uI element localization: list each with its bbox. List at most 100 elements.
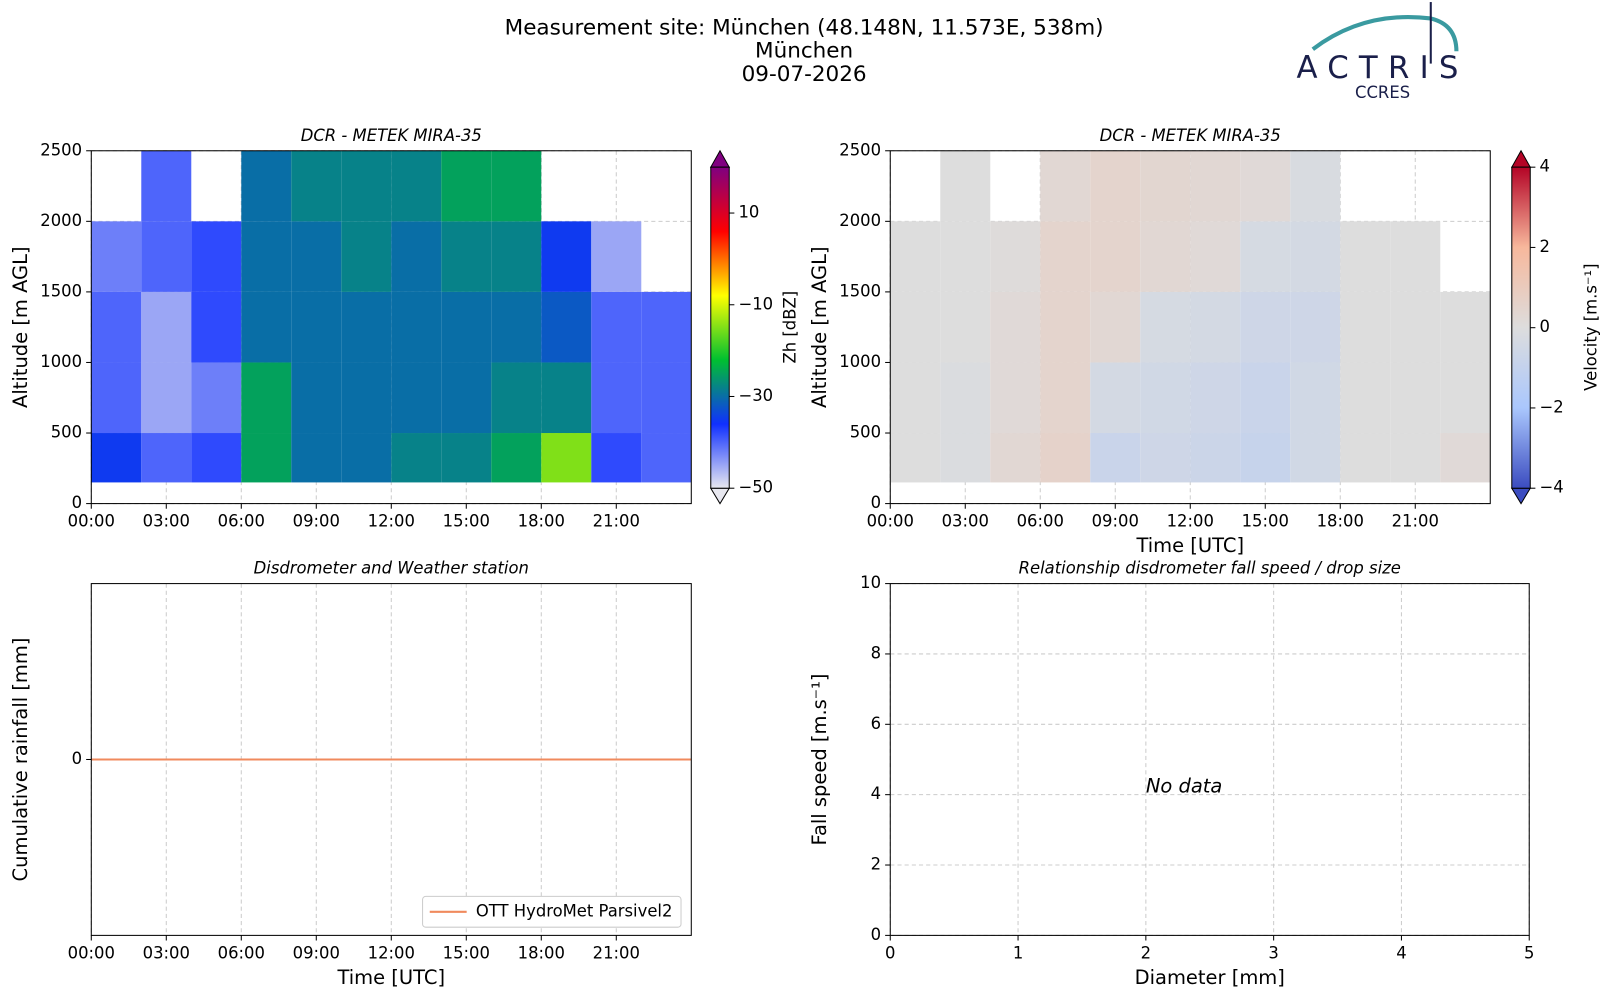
heat-cell xyxy=(1040,221,1091,292)
heat-cell xyxy=(1090,291,1141,363)
heat-cell xyxy=(1340,291,1391,363)
heat-cell xyxy=(1340,433,1391,483)
y-tick-label: 0 xyxy=(72,749,82,768)
x-tick-label: 21:00 xyxy=(593,943,640,962)
colorbar-tick-label: 4 xyxy=(1539,157,1549,176)
x-tick-label: 12:00 xyxy=(368,943,415,962)
x-axis-label: Time [UTC] xyxy=(336,966,445,989)
y-tick-label: 0 xyxy=(871,493,881,512)
colorbar-tick-label: 2 xyxy=(1539,237,1549,256)
y-axis-label: Cumulative rainfall [mm] xyxy=(9,638,32,882)
x-tick-label: 4 xyxy=(1396,943,1406,962)
x-tick-label: 12:00 xyxy=(1167,512,1214,531)
heat-cell xyxy=(1090,433,1141,483)
heat-cell xyxy=(1040,291,1091,363)
heat-cell xyxy=(291,221,342,292)
heat-cell xyxy=(641,362,692,434)
heat-cell xyxy=(641,291,692,363)
heat-cell xyxy=(1290,291,1341,363)
heat-cell xyxy=(541,433,592,483)
heat-cell xyxy=(1340,362,1391,434)
y-tick-label: 4 xyxy=(871,784,881,803)
heat-cell xyxy=(1440,291,1491,363)
heat-cell xyxy=(890,433,941,483)
heat-cell xyxy=(1190,433,1241,483)
colorbar-tick-label: −30 xyxy=(738,386,773,405)
x-tick-label: 1 xyxy=(1013,943,1023,962)
heat-cell xyxy=(191,291,242,363)
heat-cell xyxy=(1040,362,1091,434)
heat-cell xyxy=(441,291,492,363)
heat-cell xyxy=(940,150,991,222)
x-tick-label: 5 xyxy=(1524,943,1534,962)
heat-cell xyxy=(1140,150,1191,222)
heat-cell xyxy=(291,150,342,222)
y-tick-label: 500 xyxy=(850,423,881,442)
heat-cell xyxy=(241,221,292,292)
heat-cell xyxy=(1140,221,1191,292)
heat-cell xyxy=(391,150,442,222)
heat-cell xyxy=(1190,362,1241,434)
x-axis-label: Diameter [mm] xyxy=(1135,966,1285,989)
heat-cell xyxy=(890,291,941,363)
heat-cell xyxy=(191,433,242,483)
y-tick-label: 6 xyxy=(871,714,881,733)
heat-cell xyxy=(541,362,592,434)
colorbar-label: Velocity [m.s⁻¹] xyxy=(1581,263,1600,390)
panel-title: Disdrometer and Weather station xyxy=(254,559,529,578)
heat-cell xyxy=(191,221,242,292)
heat-cell xyxy=(141,291,192,363)
colorbar-tick-label: 0 xyxy=(1539,317,1549,336)
x-tick-label: 15:00 xyxy=(443,943,490,962)
colorbar-extend-bottom xyxy=(1510,487,1532,505)
colorbar xyxy=(710,166,730,489)
panel: 00:00 03:00 06:00 09:00 12:00 15:00 18:00 21:00… xyxy=(808,126,1600,557)
heat-cell xyxy=(141,150,192,222)
panel: 00:00 03:00 06:00 09:00 12:00 15:00 18:00 21:00… xyxy=(9,559,692,989)
heat-cell xyxy=(341,362,392,434)
y-tick-label: 2500 xyxy=(40,140,82,159)
heat-cell xyxy=(141,221,192,292)
y-tick-label: 2000 xyxy=(839,211,881,230)
heat-cell xyxy=(491,433,542,483)
x-tick-label: 09:00 xyxy=(293,512,340,531)
x-tick-label: 12:00 xyxy=(368,512,415,531)
y-tick-label: 2500 xyxy=(839,140,881,159)
x-tick-label: 15:00 xyxy=(1242,512,1289,531)
x-tick-label: 09:00 xyxy=(1092,512,1139,531)
heat-cell xyxy=(1240,221,1291,292)
heat-cell xyxy=(1290,150,1341,222)
heat-cell xyxy=(940,362,991,434)
x-tick-label: 00:00 xyxy=(867,512,914,531)
x-tick-label: 21:00 xyxy=(593,512,640,531)
heat-cell xyxy=(1240,291,1291,363)
heat-cell xyxy=(391,221,442,292)
heat-cell xyxy=(1390,362,1441,434)
heat-cell xyxy=(541,291,592,363)
heat-cell xyxy=(441,433,492,483)
heat-cell xyxy=(1190,150,1241,222)
panel-title: DCR - METEK MIRA-35 xyxy=(1100,126,1281,145)
heat-cell xyxy=(391,362,442,434)
heat-cell xyxy=(541,221,592,292)
x-tick-label: 06:00 xyxy=(218,512,265,531)
y-axis-label: Altitude [m AGL] xyxy=(9,246,32,408)
heat-cell xyxy=(241,291,292,363)
heat-cell xyxy=(191,362,242,434)
x-tick-label: 03:00 xyxy=(143,943,190,962)
heat-cell xyxy=(1090,150,1141,222)
heat-cell xyxy=(1290,362,1341,434)
plot-frame xyxy=(889,150,1491,505)
heat-cell xyxy=(91,291,142,363)
panel: 00:00 03:00 06:00 09:00 12:00 15:00 18:00 21:00… xyxy=(9,126,799,531)
heat-cell xyxy=(441,221,492,292)
y-tick-label: 0 xyxy=(871,925,881,944)
x-tick-label: 03:00 xyxy=(942,512,989,531)
heat-cell xyxy=(441,362,492,434)
plot-frame xyxy=(90,583,692,936)
y-tick-label: 1000 xyxy=(40,352,82,371)
heat-cell xyxy=(1140,291,1191,363)
y-tick-label: 10 xyxy=(860,573,881,592)
x-tick-label: 3 xyxy=(1268,943,1278,962)
